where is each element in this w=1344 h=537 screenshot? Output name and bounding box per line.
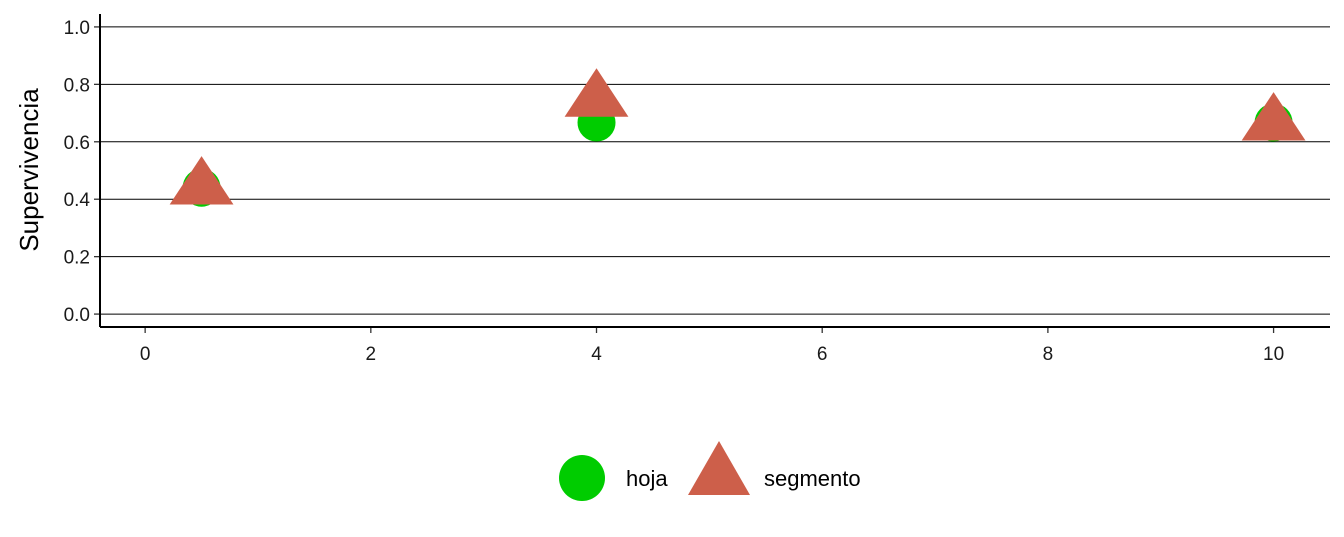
x-tick-label: 0 — [140, 344, 151, 365]
legend-key-hoja — [559, 455, 605, 501]
grid-lines — [100, 26, 1330, 315]
y-tick-label: 0.0 — [64, 305, 90, 326]
tick-labels: 0.0 0.2 0.4 0.6 0.8 1.0 0 2 4 6 8 10 — [64, 18, 1285, 365]
legend-key-segmento — [688, 441, 750, 495]
x-tick-label: 8 — [1043, 344, 1054, 365]
axes — [94, 14, 1330, 333]
y-axis-title: Supervivencia — [14, 88, 44, 252]
y-tick-label: 0.8 — [64, 75, 90, 96]
point-segmento — [169, 156, 234, 205]
x-tick-label: 2 — [366, 344, 377, 365]
x-tick-label: 4 — [591, 344, 602, 365]
y-tick-label: 0.2 — [64, 248, 90, 269]
x-tick-label: 10 — [1263, 344, 1284, 365]
legend-label-segmento: segmento — [764, 466, 861, 491]
x-tick-label: 6 — [817, 344, 828, 365]
y-tick-label: 0.4 — [64, 190, 91, 211]
data-points — [169, 68, 1306, 207]
legend: hoja segmento — [559, 441, 861, 501]
legend-label-hoja: hoja — [626, 466, 668, 491]
point-segmento — [1241, 92, 1306, 141]
y-tick-label: 1.0 — [64, 18, 90, 39]
point-segmento — [564, 68, 629, 117]
y-tick-label: 0.6 — [64, 133, 90, 154]
